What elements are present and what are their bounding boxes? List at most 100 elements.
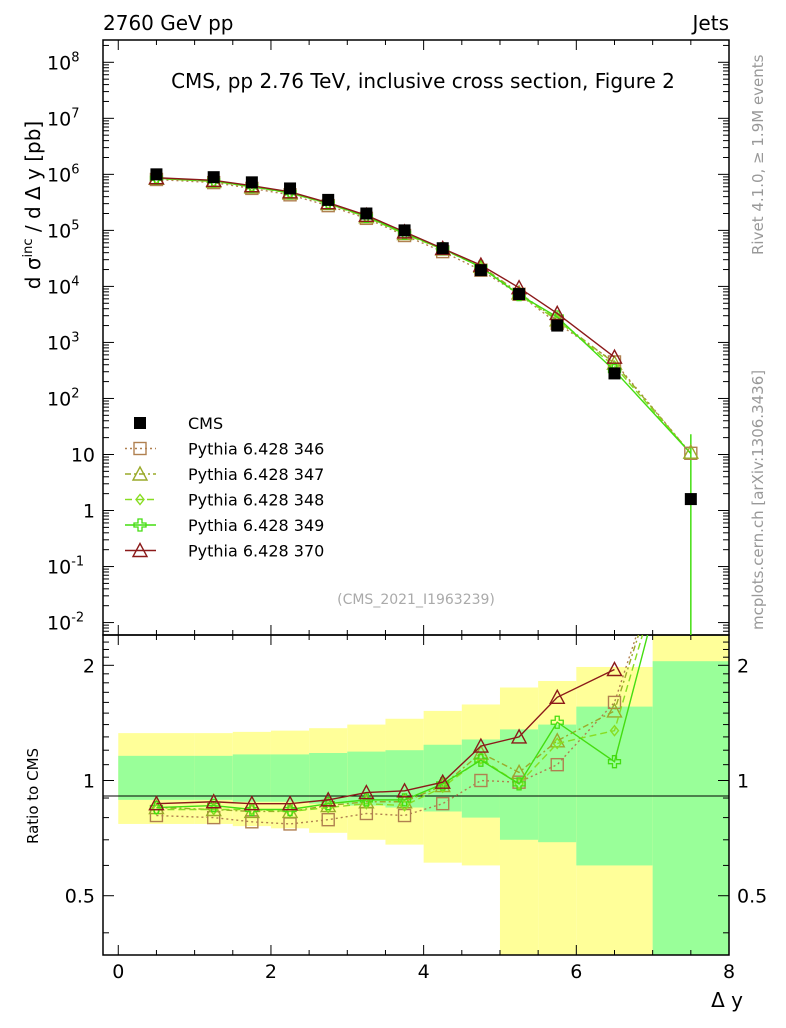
x-tick-label: 6 <box>570 961 582 983</box>
series-point <box>606 348 623 364</box>
y-tick-label: 10 <box>71 444 95 466</box>
ratio-point <box>549 688 566 704</box>
legend-marker <box>135 493 145 506</box>
ratio-point <box>434 773 451 789</box>
ratio-uncertainty-bands <box>118 635 729 955</box>
band-green <box>461 739 500 818</box>
ratio-line <box>156 635 638 825</box>
band-green <box>309 753 348 804</box>
ratio-point <box>436 796 450 811</box>
y-tick-label: 10-2 <box>47 611 84 635</box>
data-point-cms <box>207 171 220 184</box>
y-axis-label: d σinc / d Δ y [pb] <box>21 121 45 289</box>
legend: CMS Pythia 6.428 346 Pythia 6.428 347 Pythi… <box>125 414 324 561</box>
ratio-point <box>607 755 622 769</box>
chart-title: CMS, pp 2.76 TeV, inclusive cross sectio… <box>171 69 675 93</box>
ratio-frame <box>102 634 730 956</box>
ratio-tick-label: 0.5 <box>65 886 95 908</box>
legend-marker <box>133 441 147 456</box>
legend-marker <box>131 542 149 558</box>
band-green <box>576 706 653 866</box>
band-green <box>385 750 424 808</box>
legend-label: Pythia 6.428 348 <box>188 491 324 510</box>
data-point-cms <box>474 264 487 277</box>
band-green <box>118 755 195 800</box>
y-tick-label: 103 <box>47 330 79 354</box>
ratio-point <box>396 782 413 798</box>
y-tick-label: 105 <box>47 218 79 242</box>
series-line <box>156 177 692 455</box>
ratio-point <box>549 732 566 748</box>
legend-marker-cms <box>134 417 146 429</box>
data-point-cms <box>360 207 373 220</box>
ratio-axis-label: Ratio to CMS <box>24 748 42 844</box>
ratio-point <box>512 777 526 791</box>
ratio-point <box>205 793 222 809</box>
side-rivet-label: Rivet 4.1.0, ≥ 1.9M events <box>749 54 767 255</box>
data-point-cms <box>322 193 335 206</box>
x-tick-label: 0 <box>112 961 124 983</box>
ratio-point <box>436 777 450 791</box>
ratio-tick-label: 0.5 <box>737 886 767 908</box>
band-green <box>538 724 577 843</box>
ratio-point <box>358 784 375 800</box>
ratio-point <box>320 791 337 807</box>
ratio-series <box>148 635 649 831</box>
header-left: 2760 GeV pp <box>103 11 234 35</box>
ratio-point <box>149 800 164 815</box>
ratio-point <box>552 737 563 750</box>
main-series <box>148 168 700 635</box>
data-point-cms <box>150 168 163 181</box>
legend-label: Pythia 6.428 346 <box>188 440 324 459</box>
data-point-cms <box>398 224 411 237</box>
data-point-cms <box>284 182 297 195</box>
ratio-tick-label: 2 <box>737 655 749 677</box>
ratio-point <box>474 773 488 788</box>
band-green <box>270 754 310 802</box>
data-point-cms <box>513 288 526 301</box>
legend-marker <box>133 518 147 532</box>
series-point <box>684 446 698 461</box>
x-tick-label: 4 <box>418 961 430 983</box>
ratio-point <box>510 728 528 744</box>
y-tick-label: 1 <box>83 501 95 523</box>
y-tick-label: 10-1 <box>47 555 84 579</box>
x-axis-label: Δ y <box>711 988 743 1012</box>
y-tick-label: 102 <box>47 386 79 410</box>
axis-ticks: 0 2 4 6 8 10-2 10-1 1 10 102 103 104 105 106 107 108 0.5… <box>47 40 767 983</box>
ratio-point <box>550 715 564 729</box>
ratio-point <box>475 752 486 765</box>
header-right: Jets <box>691 11 729 35</box>
side-mcplots-label: mcplots.cern.ch [arXiv:1306.3436] <box>749 370 767 630</box>
y-tick-label: 108 <box>47 50 79 74</box>
band-green <box>347 751 386 806</box>
ratio-point <box>148 795 165 811</box>
ratio-point <box>606 702 623 718</box>
data-point-cms <box>436 242 449 255</box>
y-tick-label: 106 <box>47 162 79 186</box>
series-point <box>682 443 700 459</box>
analysis-tag: (CMS_2021_I1963239) <box>337 592 495 608</box>
ratio-point <box>243 795 261 811</box>
band-green <box>232 754 271 802</box>
ratio-line <box>156 635 640 813</box>
data-point-cms <box>684 493 697 506</box>
ratio-point <box>606 661 623 677</box>
ratio-point <box>281 795 299 811</box>
band-green <box>194 755 233 800</box>
ratio-point <box>321 812 335 827</box>
series-line <box>156 177 692 454</box>
band-green <box>652 661 729 955</box>
ratio-tick-label: 1 <box>83 771 95 793</box>
legend-label: Pythia 6.428 349 <box>188 516 324 535</box>
series-line <box>156 177 692 454</box>
legend-label: Pythia 6.428 370 <box>188 542 324 561</box>
data-point-cms <box>608 367 621 380</box>
ratio-line <box>156 668 615 805</box>
ratio-point <box>472 737 490 753</box>
data-point-cms <box>245 176 258 189</box>
ratio-tick-label: 1 <box>737 771 749 793</box>
legend-label: Pythia 6.428 347 <box>188 465 324 484</box>
data-point-cms <box>551 319 564 332</box>
